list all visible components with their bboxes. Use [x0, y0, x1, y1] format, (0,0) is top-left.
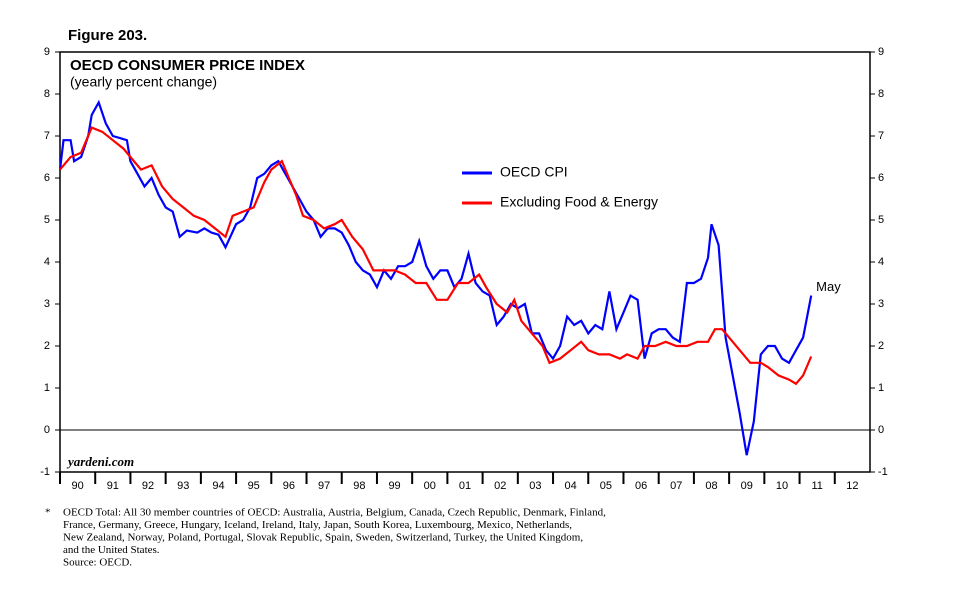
x-tick-label: 99	[388, 480, 400, 492]
x-tick-label: 02	[494, 480, 506, 492]
y-tick-label: 3	[44, 298, 50, 310]
x-tick-label: 03	[529, 480, 541, 492]
chart-title: OECD CONSUMER PRICE INDEX	[70, 57, 305, 74]
x-tick-label: 07	[670, 480, 682, 492]
line-series	[59, 126, 813, 386]
y2-tick-label: 2	[878, 340, 884, 352]
y2-tick-label: 5	[878, 214, 884, 226]
y-tick-label: 9	[44, 46, 50, 58]
footnote-line: and the United States.	[63, 544, 160, 556]
y-tick-label: 5	[44, 214, 50, 226]
footnote-line: New Zealand, Norway, Poland, Portugal, S…	[63, 532, 583, 544]
footnote-marker: *	[45, 507, 51, 519]
footnote-line: Source: OECD.	[63, 557, 132, 569]
y2-tick-label: 8	[878, 88, 884, 100]
x-tick-label: 10	[776, 480, 788, 492]
x-tick-label: 09	[741, 480, 753, 492]
y2-tick-label: 9	[878, 46, 884, 58]
y-tick-label: 6	[44, 172, 50, 184]
legend-label: OECD CPI	[500, 164, 568, 180]
annotation: May	[816, 279, 841, 294]
y2-tick-label: 3	[878, 298, 884, 310]
x-tick-label: 01	[459, 480, 471, 492]
x-tick-label: 96	[283, 480, 295, 492]
x-tick-label: 08	[705, 480, 717, 492]
x-tick-label: 97	[318, 480, 330, 492]
y2-tick-label: 4	[878, 256, 884, 268]
x-tick-label: 94	[212, 480, 224, 492]
x-tick-label: 06	[635, 480, 647, 492]
line-series	[58, 99, 813, 456]
x-tick-label: 00	[424, 480, 436, 492]
footnote-line: France, Germany, Greece, Hungary, Icelan…	[63, 519, 572, 531]
y2-tick-label: -1	[878, 466, 888, 478]
x-tick-label: 12	[846, 480, 858, 492]
y-tick-label: 4	[44, 256, 50, 268]
y-tick-label: 2	[44, 340, 50, 352]
legend-label: Excluding Food & Energy	[500, 194, 658, 210]
watermark: yardeni.com	[66, 454, 134, 469]
y2-tick-label: 6	[878, 172, 884, 184]
x-tick-label: 05	[600, 480, 612, 492]
x-tick-label: 90	[71, 480, 83, 492]
plot-frame	[59, 51, 871, 473]
y2-tick-label: 1	[878, 382, 884, 394]
y-tick-label: 0	[44, 424, 50, 436]
y-tick-label: 1	[44, 382, 50, 394]
x-tick-label: 95	[248, 480, 260, 492]
x-tick-label: 11	[811, 480, 822, 492]
y-tick-label: 7	[44, 130, 50, 142]
chart-subtitle: (yearly percent change)	[70, 74, 217, 90]
y2-tick-label: 7	[878, 130, 884, 142]
y-tick-label: -1	[40, 466, 50, 478]
y-tick-label: 8	[44, 88, 50, 100]
x-tick-label: 93	[177, 480, 189, 492]
footnote-line: OECD Total: All 30 member countries of O…	[63, 507, 606, 519]
x-tick-label: 91	[107, 480, 119, 492]
x-tick-label: 98	[353, 480, 365, 492]
x-tick-label: 92	[142, 480, 154, 492]
figure-label: Figure 203.	[68, 27, 147, 44]
x-tick-label: 04	[565, 480, 577, 492]
y2-tick-label: 0	[878, 424, 884, 436]
